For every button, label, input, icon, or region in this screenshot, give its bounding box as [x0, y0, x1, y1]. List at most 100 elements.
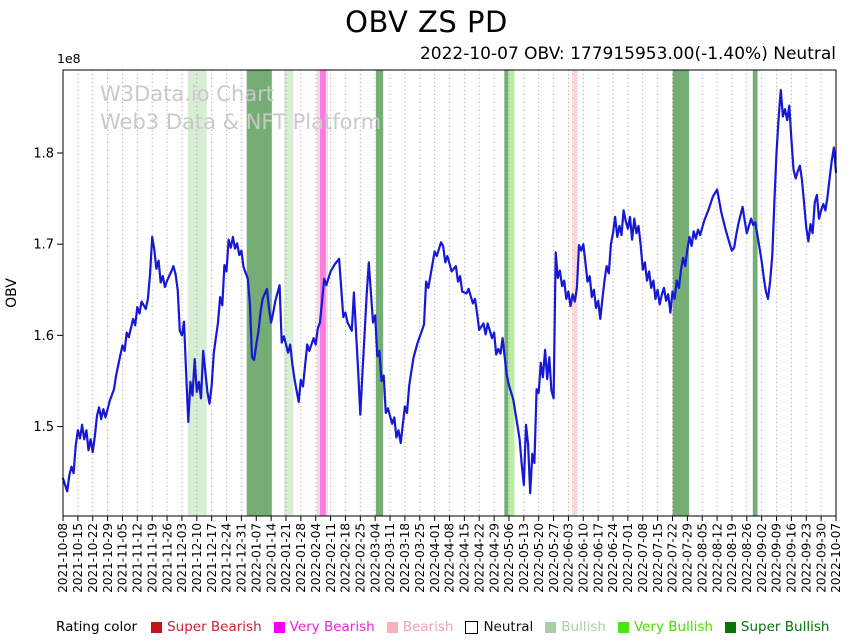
x-tick-label: 2022-03-11: [383, 523, 397, 593]
x-tick-label: 2022-08-19: [725, 523, 739, 593]
x-tick-label: 2021-10-15: [71, 523, 85, 593]
x-tick-label: 2022-04-29: [487, 523, 501, 593]
x-tick-label: 2022-06-24: [606, 523, 620, 593]
x-tick-label: 2022-05-13: [517, 523, 531, 593]
y-tick-labels: 1.5 1.6 1.7 1.8: [33, 146, 54, 435]
x-tick-label: 2021-12-31: [235, 523, 249, 593]
super-bearish-swatch-icon: [151, 621, 163, 633]
y-tick-label: 1.8: [33, 146, 54, 161]
rating-band-super_bullish: [752, 70, 758, 516]
x-tick-label: 2022-06-10: [576, 523, 590, 593]
x-tick-label: 2022-02-18: [339, 523, 353, 593]
x-tick-label: 2022-08-26: [740, 523, 754, 593]
obv-series-line: [61, 88, 838, 495]
rating-band-bearish: [325, 70, 328, 516]
rating-band-bullish: [187, 70, 207, 516]
x-tick-label: 2022-01-14: [264, 523, 278, 593]
x-tick-label: 2021-11-19: [145, 523, 159, 593]
rating-band-super_bullish: [376, 70, 384, 516]
very-bearish-swatch-icon: [273, 621, 285, 633]
x-tick-label: 2022-07-01: [621, 523, 635, 593]
rating-band-super_bullish: [672, 70, 690, 516]
x-tick-label: 2022-06-17: [591, 523, 605, 593]
y-axis-label: OBV: [4, 278, 20, 308]
legend-label: Very Bearish: [289, 619, 375, 635]
legend-item-super-bearish: Super Bearish: [151, 619, 262, 635]
x-tick-label: 2022-03-25: [413, 523, 427, 593]
rating-color-legend: Rating color Super Bearish Very Bearish …: [56, 619, 829, 635]
legend-label: Bearish: [402, 619, 454, 635]
x-tick-label: 2022-02-25: [354, 523, 368, 593]
x-tick-label: 2021-11-12: [131, 523, 145, 593]
x-tick-label: 2022-07-22: [666, 523, 680, 593]
rating-band-very_bullish: [508, 70, 515, 516]
x-tick-label: 2022-03-04: [368, 523, 382, 593]
neutral-swatch-icon: [465, 620, 479, 634]
x-tick-label: 2021-10-22: [86, 523, 100, 593]
bullish-swatch-icon: [545, 621, 557, 633]
x-tick-label: 2022-09-09: [770, 523, 784, 593]
y-tick-label: 1.5: [33, 420, 54, 435]
watermark: W3Data.io Chart Web3 Data & NFT Platform: [100, 82, 381, 134]
legend-item-bullish: Bullish: [545, 619, 606, 635]
x-tick-label: 2021-10-29: [101, 523, 115, 593]
y-axis-offset-label: 1e8: [57, 51, 81, 66]
x-tick-label: 2022-05-20: [532, 523, 546, 593]
plot-frame: [62, 69, 837, 517]
x-tick-label: 2022-09-16: [785, 523, 799, 593]
x-tick-label: 2022-04-15: [458, 523, 472, 593]
legend-label: Super Bullish: [740, 619, 830, 635]
rating-band-super_bullish: [504, 70, 509, 516]
legend-item-bearish: Bearish: [386, 619, 454, 635]
legend-label: Bullish: [561, 619, 606, 635]
x-tick-label: 2022-07-15: [651, 523, 665, 593]
legend-item-very-bullish: Very Bullish: [617, 619, 713, 635]
y-tick-label: 1.7: [33, 238, 54, 253]
x-tick-label: 2022-04-01: [428, 523, 442, 593]
x-tick-label: 2022-10-07: [829, 523, 843, 593]
x-tick-label: 2021-10-08: [56, 523, 70, 593]
x-tick-label: 2022-04-22: [472, 523, 486, 593]
legend-item-very-bearish: Very Bearish: [273, 619, 375, 635]
watermark-line1: W3Data.io Chart: [100, 82, 274, 106]
x-tick-label: 2022-02-11: [324, 523, 338, 593]
legend-label: Super Bearish: [167, 619, 262, 635]
x-tick-label: 2022-07-08: [636, 523, 650, 593]
chart-title: OBV ZS PD: [345, 5, 508, 39]
x-tick-label: 2021-12-24: [220, 523, 234, 593]
legend-label: Very Bullish: [633, 619, 713, 635]
axes-layer: [57, 69, 837, 521]
x-tick-label: 2022-06-03: [562, 523, 576, 593]
x-tick-label: 2022-01-21: [279, 523, 293, 593]
x-tick-label: 2022-04-08: [443, 523, 457, 593]
watermark-line2: Web3 Data & NFT Platform: [100, 110, 381, 134]
x-tick-label: 2022-05-06: [502, 523, 516, 593]
x-tick-label: 2022-07-29: [681, 523, 695, 593]
obv-polyline: [61, 88, 838, 495]
x-tick-label: 2022-01-28: [294, 523, 308, 593]
rating-band-bearish: [316, 70, 320, 516]
x-tick-label: 2022-01-07: [249, 523, 263, 593]
x-tick-label: 2022-08-12: [710, 523, 724, 593]
x-tick-label: 2021-12-17: [205, 523, 219, 593]
x-tick-labels: 2021-10-08 2021-10-15 2021-10-22 2021-10-29…: [56, 523, 843, 593]
y-tick-label: 1.6: [33, 329, 54, 344]
super-bullish-swatch-icon: [724, 621, 736, 633]
x-tick-label: 2021-11-05: [116, 523, 130, 593]
legend-label: Neutral: [483, 619, 534, 635]
x-tick-label: 2021-12-10: [190, 523, 204, 593]
x-tick-label: 2022-09-02: [755, 523, 769, 593]
legend-heading: Rating color: [56, 619, 138, 635]
x-tick-label: 2022-09-23: [799, 523, 813, 593]
legend-item-super-bullish: Super Bullish: [724, 619, 830, 635]
legend-item-neutral: Neutral: [465, 619, 533, 635]
rating-band-bearish: [572, 70, 578, 516]
x-tick-label: 2022-03-18: [398, 523, 412, 593]
rating-band-bullish: [284, 70, 294, 516]
bearish-swatch-icon: [386, 621, 398, 633]
x-tick-label: 2022-05-27: [547, 523, 561, 593]
x-tick-label: 2022-08-05: [695, 523, 709, 593]
x-tick-label: 2021-11-26: [160, 523, 174, 593]
